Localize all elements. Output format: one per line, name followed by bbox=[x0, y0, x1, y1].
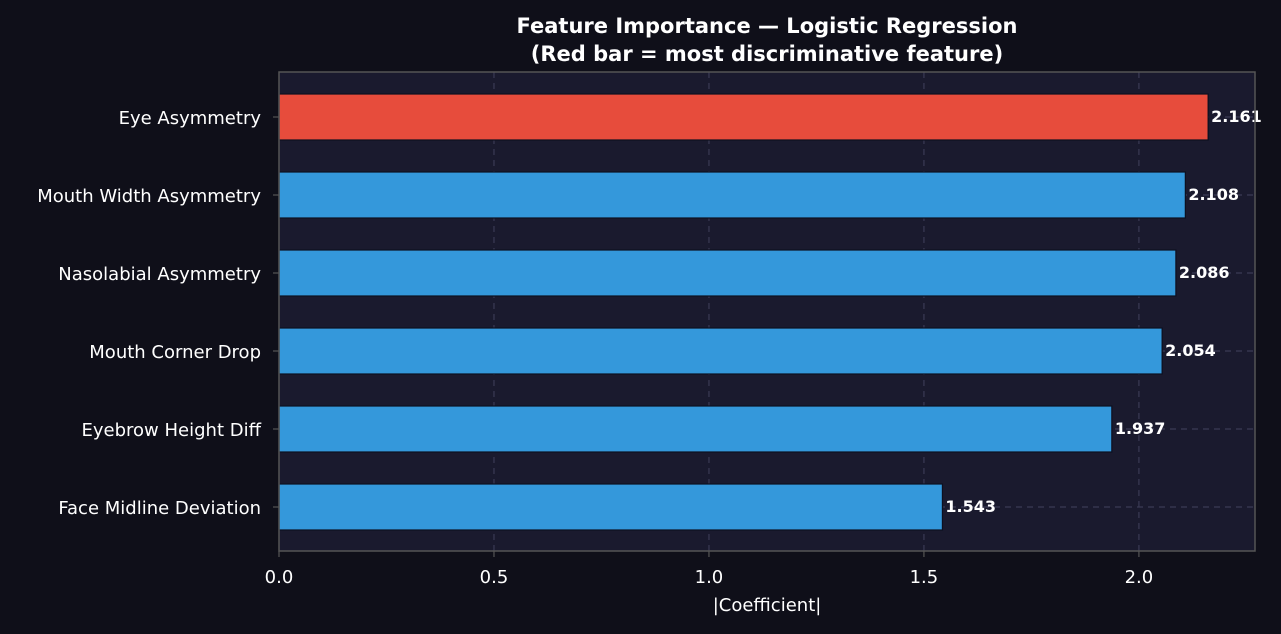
bar bbox=[278, 249, 1177, 297]
y-tick-label: Mouth Width Asymmetry bbox=[37, 186, 261, 207]
y-tick-labels: Eye Asymmetry Mouth Width Asymmetry Nasola… bbox=[37, 108, 279, 519]
bar-value-label: 1.543 bbox=[945, 497, 996, 516]
bar-value-label: 2.161 bbox=[1211, 107, 1262, 126]
bar-value-label: 1.937 bbox=[1115, 419, 1166, 438]
x-tick-labels: 0.0 0.5 1.0 1.5 2.0 bbox=[265, 551, 1154, 588]
bar bbox=[278, 171, 1186, 219]
x-tick-label: 1.5 bbox=[910, 567, 939, 588]
x-axis-label: |Coefficient| bbox=[713, 595, 822, 616]
chart-subtitle: (Red bar = most discriminative feature) bbox=[531, 42, 1003, 66]
y-tick-label: Eye Asymmetry bbox=[119, 108, 262, 129]
y-tick-label: Nasolabial Asymmetry bbox=[58, 264, 261, 285]
plot-frame bbox=[278, 71, 1256, 552]
x-tick-label: 2.0 bbox=[1125, 567, 1154, 588]
y-tick-label: Mouth Corner Drop bbox=[89, 342, 261, 363]
x-tick-label: 0.0 bbox=[265, 567, 294, 588]
bar-value-label: 2.054 bbox=[1165, 341, 1216, 360]
x-tick-label: 0.5 bbox=[480, 567, 509, 588]
bar bbox=[278, 327, 1163, 375]
bars: 2.161 2.108 2.086 2.054 1.937 1.543 bbox=[278, 93, 1262, 531]
plot-area bbox=[279, 72, 1255, 551]
bar bbox=[278, 483, 944, 531]
bar-value-label: 2.108 bbox=[1188, 185, 1239, 204]
chart-title: Feature Importance — Logistic Regression bbox=[517, 14, 1018, 38]
y-tick-label: Eyebrow Height Diff bbox=[82, 420, 262, 441]
x-tick-label: 1.0 bbox=[695, 567, 724, 588]
bar bbox=[278, 405, 1113, 453]
y-tick-label: Face Midline Deviation bbox=[58, 498, 261, 519]
bar-highlight bbox=[278, 93, 1209, 141]
bar-value-label: 2.086 bbox=[1179, 263, 1230, 282]
